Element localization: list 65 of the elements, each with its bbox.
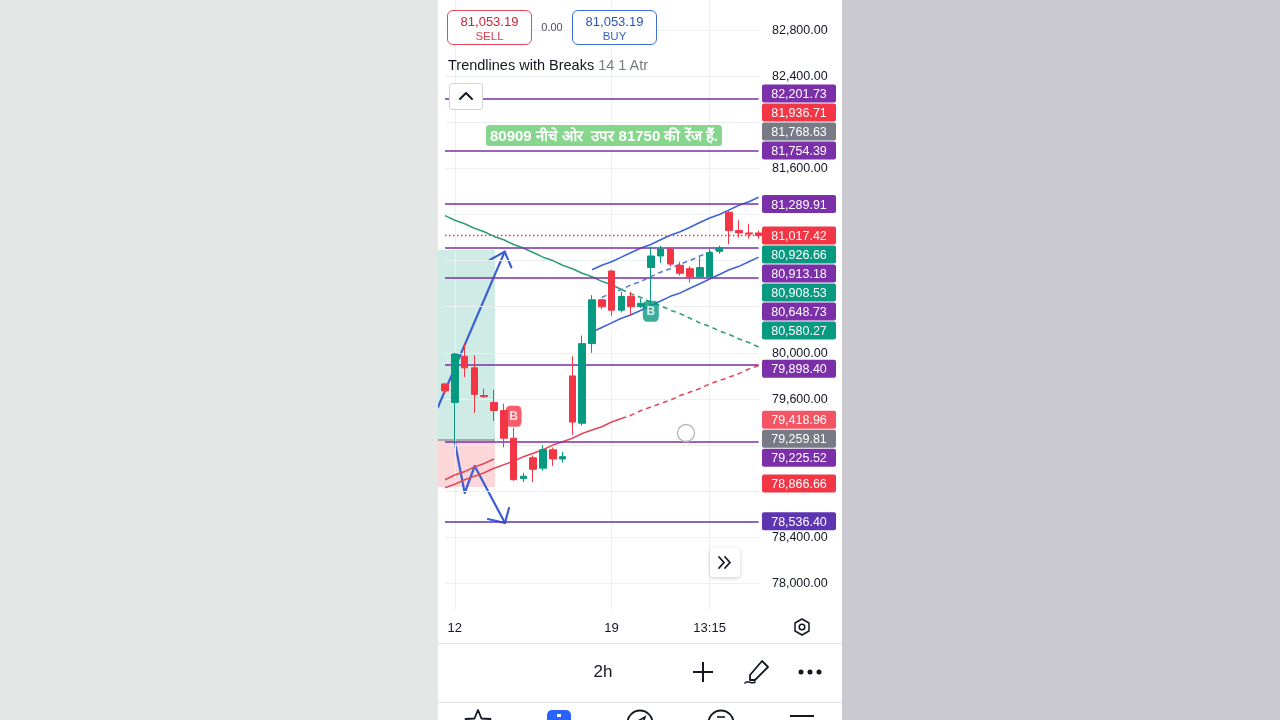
text: 14 1 Atr <box>598 57 649 73</box>
text: Trendlines with Breaks <box>448 57 595 73</box>
ref-line-label: 80,648.73 <box>771 305 827 320</box>
x-tick-label: 13:15 <box>693 619 726 635</box>
ref-line-label: 80,913.18 <box>771 267 827 282</box>
ref-line-label: 78,536.40 <box>771 514 827 529</box>
y-tick-label: 78,000.00 <box>772 576 828 591</box>
candlestick <box>559 451 566 463</box>
candlestick <box>657 245 664 264</box>
candlestick <box>618 291 625 313</box>
ref-line-label: 81,017.42 <box>771 229 827 244</box>
text: 80,926.66 <box>771 248 827 263</box>
annotation: 80909 नीचे ओर उपर 81750 की रेंज हैं. <box>486 125 722 146</box>
text: 79,259.81 <box>771 432 827 447</box>
annotation: 0.00 <box>540 20 564 35</box>
annotation: BUY <box>601 29 628 43</box>
y-tick-label: 80,000.00 <box>772 345 828 360</box>
candlestick <box>539 444 547 471</box>
candlestick <box>686 265 694 284</box>
y-tick-label: 82,400.00 <box>772 69 828 84</box>
y-tick-label: 79,600.00 <box>772 391 828 406</box>
candlestick <box>451 352 459 444</box>
text: 81,936.71 <box>771 106 827 121</box>
ref-line-label: 79,898.40 <box>771 362 827 377</box>
data-label: B <box>646 304 656 319</box>
annotation: SELL <box>474 29 505 43</box>
text: 79,418.96 <box>771 413 827 428</box>
candlestick <box>549 446 557 467</box>
y-tick-label: 81,600.00 <box>772 161 828 176</box>
line-series <box>591 196 760 271</box>
ref-line-label: 82,201.73 <box>771 87 827 102</box>
candlestick <box>588 294 596 354</box>
candlestick <box>569 355 576 436</box>
ref-line-label: 81,289.91 <box>771 197 827 212</box>
candlestick <box>461 343 468 378</box>
candlestick <box>520 472 527 483</box>
x-tick-label: 19 <box>604 619 619 635</box>
candlestick <box>667 247 674 267</box>
text: 2h <box>592 661 614 683</box>
candlestick <box>706 247 713 280</box>
annotation: 81,053.19 <box>459 14 520 29</box>
candlestick <box>696 256 704 279</box>
candlestick <box>480 388 488 399</box>
candlestick <box>471 354 478 414</box>
candlestick <box>598 298 606 310</box>
candlestick <box>529 454 537 483</box>
ref-line-label: 81,754.39 <box>771 144 827 159</box>
data-label: B <box>509 409 519 424</box>
candlestick <box>627 291 635 316</box>
candlestick <box>441 382 449 394</box>
y-tick-label: 82,800.00 <box>772 22 828 37</box>
text: 80,908.53 <box>771 286 827 301</box>
candlestick <box>578 335 586 426</box>
ref-line-label: 79,225.52 <box>771 451 827 466</box>
candlestick <box>490 389 498 422</box>
annotation: 81,053.19 <box>584 14 645 29</box>
y-tick-label: 78,400.00 <box>772 530 828 545</box>
candlestick <box>676 261 684 277</box>
text: 80,580.27 <box>771 324 827 339</box>
candlestick <box>608 269 615 317</box>
text: 78,866.66 <box>771 477 827 492</box>
candlestick <box>716 245 723 255</box>
x-tick-label: 12 <box>447 619 463 635</box>
line-series <box>444 458 495 481</box>
text: 81,768.63 <box>771 125 827 140</box>
